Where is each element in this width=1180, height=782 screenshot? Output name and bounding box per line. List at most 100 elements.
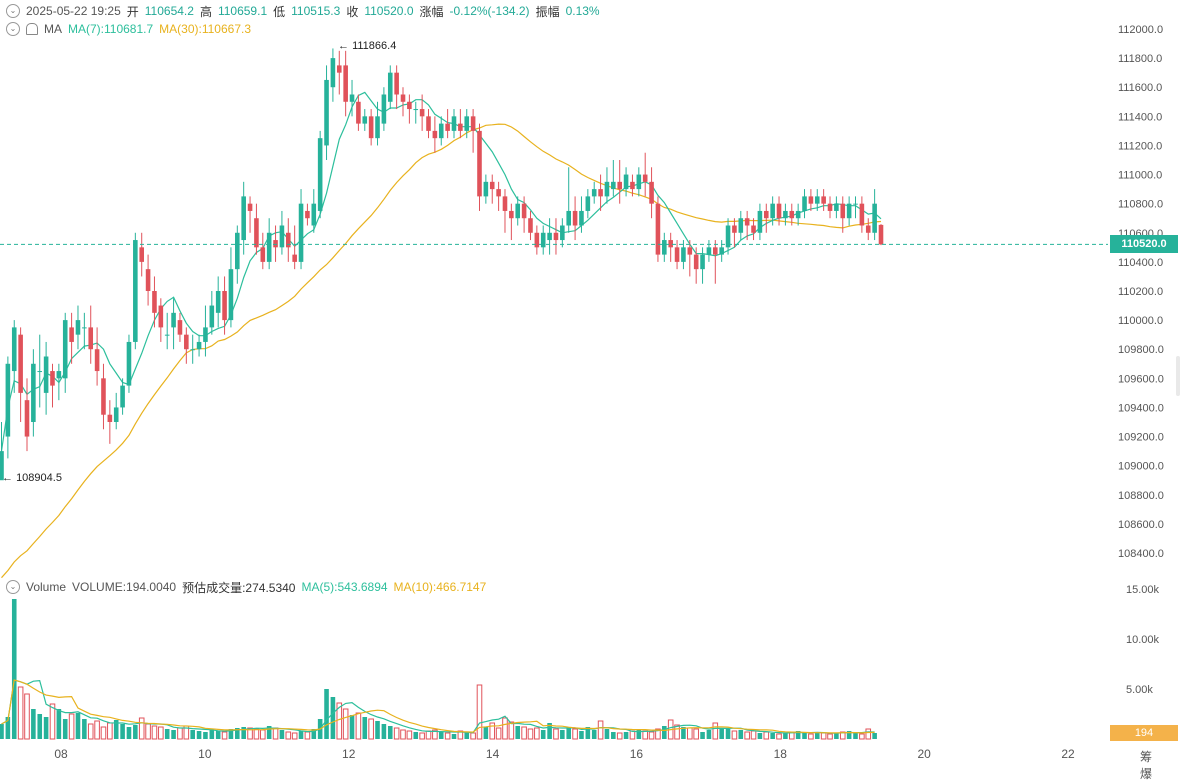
candle[interactable] [502,189,508,233]
candle[interactable] [311,189,317,233]
candle[interactable] [413,101,419,124]
volume-collapse-chevron-icon[interactable]: ⌄ [6,580,20,594]
ma-indicator-name[interactable]: MA [44,22,62,36]
candle[interactable] [623,167,629,197]
candle[interactable] [349,79,355,117]
candle[interactable] [120,378,125,415]
candle[interactable] [336,50,342,95]
candle[interactable] [266,218,272,270]
candle[interactable] [400,87,406,117]
candle[interactable] [878,224,884,246]
candle[interactable] [18,327,23,422]
candle[interactable] [553,218,559,255]
candle[interactable] [368,109,374,146]
candle[interactable] [101,363,106,430]
candle[interactable] [744,210,750,241]
candle[interactable] [458,109,463,139]
candle[interactable] [203,305,208,357]
candle[interactable] [362,109,368,131]
candle[interactable] [834,196,839,219]
candle[interactable] [598,174,603,211]
candle[interactable] [343,50,348,117]
bell-icon[interactable] [26,23,38,35]
candle[interactable] [11,320,17,393]
candle[interactable] [515,196,521,226]
candle[interactable] [82,312,87,350]
candle[interactable] [521,196,527,233]
candle[interactable] [630,174,635,197]
candle[interactable] [190,334,195,364]
candle[interactable] [152,276,157,328]
candle[interactable] [292,225,297,270]
candle[interactable] [636,167,642,197]
candle[interactable] [451,109,457,139]
candle[interactable] [50,363,55,408]
candle[interactable] [674,240,680,270]
candle[interactable] [738,210,744,241]
candle[interactable] [725,218,731,255]
candle[interactable] [719,240,724,262]
candle[interactable] [381,87,387,131]
candle[interactable] [324,65,329,160]
candle[interactable] [814,189,820,211]
candle[interactable] [795,203,801,226]
candle[interactable] [732,218,737,248]
candle[interactable] [317,130,323,219]
candle[interactable] [789,203,795,226]
candle[interactable] [464,109,470,139]
candle[interactable] [470,109,476,153]
candle[interactable] [846,196,852,226]
candle[interactable] [126,334,132,393]
candle[interactable] [808,189,814,211]
candle[interactable] [445,109,450,139]
candle[interactable] [432,116,438,153]
candle[interactable] [139,232,145,277]
candle[interactable] [215,276,221,328]
candle[interactable] [477,123,482,211]
candle[interactable] [107,400,113,444]
candle[interactable] [611,160,616,197]
candle[interactable] [776,196,782,226]
candle[interactable] [783,203,788,226]
candle[interactable] [668,232,673,262]
candle[interactable] [649,167,654,219]
candle[interactable] [56,363,62,401]
candle[interactable] [426,109,431,139]
candle[interactable] [133,232,138,350]
candle[interactable] [509,203,514,241]
candle[interactable] [859,196,865,233]
candle[interactable] [88,305,94,364]
candle[interactable] [655,196,661,262]
candle[interactable] [681,240,686,270]
candle[interactable] [235,225,240,284]
candle[interactable] [763,203,769,233]
candle[interactable] [298,189,304,270]
ma-collapse-chevron-icon[interactable]: ⌄ [6,22,20,36]
candle[interactable] [209,291,215,335]
candle[interactable] [700,247,705,284]
candle[interactable] [241,181,246,255]
candle[interactable] [802,189,807,219]
candle[interactable] [419,94,425,131]
candle[interactable] [184,327,189,364]
candle[interactable] [31,349,36,437]
candle[interactable] [540,225,546,255]
candle[interactable] [387,65,393,110]
candle[interactable] [407,94,412,124]
candle[interactable] [69,312,74,364]
candle[interactable] [247,196,253,233]
corner-toolbar-label[interactable]: 筹 爆 [1140,750,1159,781]
candle[interactable] [171,298,176,350]
candle[interactable] [113,392,119,430]
candle[interactable] [164,312,170,350]
candle[interactable] [528,210,533,241]
candle[interactable] [158,298,164,342]
candle[interactable] [757,203,763,241]
candle[interactable] [43,341,49,415]
candle[interactable] [604,167,610,204]
candle[interactable] [356,94,361,131]
candle[interactable] [330,48,336,102]
candle[interactable] [305,203,310,226]
volume-indicator-name[interactable]: Volume [26,580,67,594]
